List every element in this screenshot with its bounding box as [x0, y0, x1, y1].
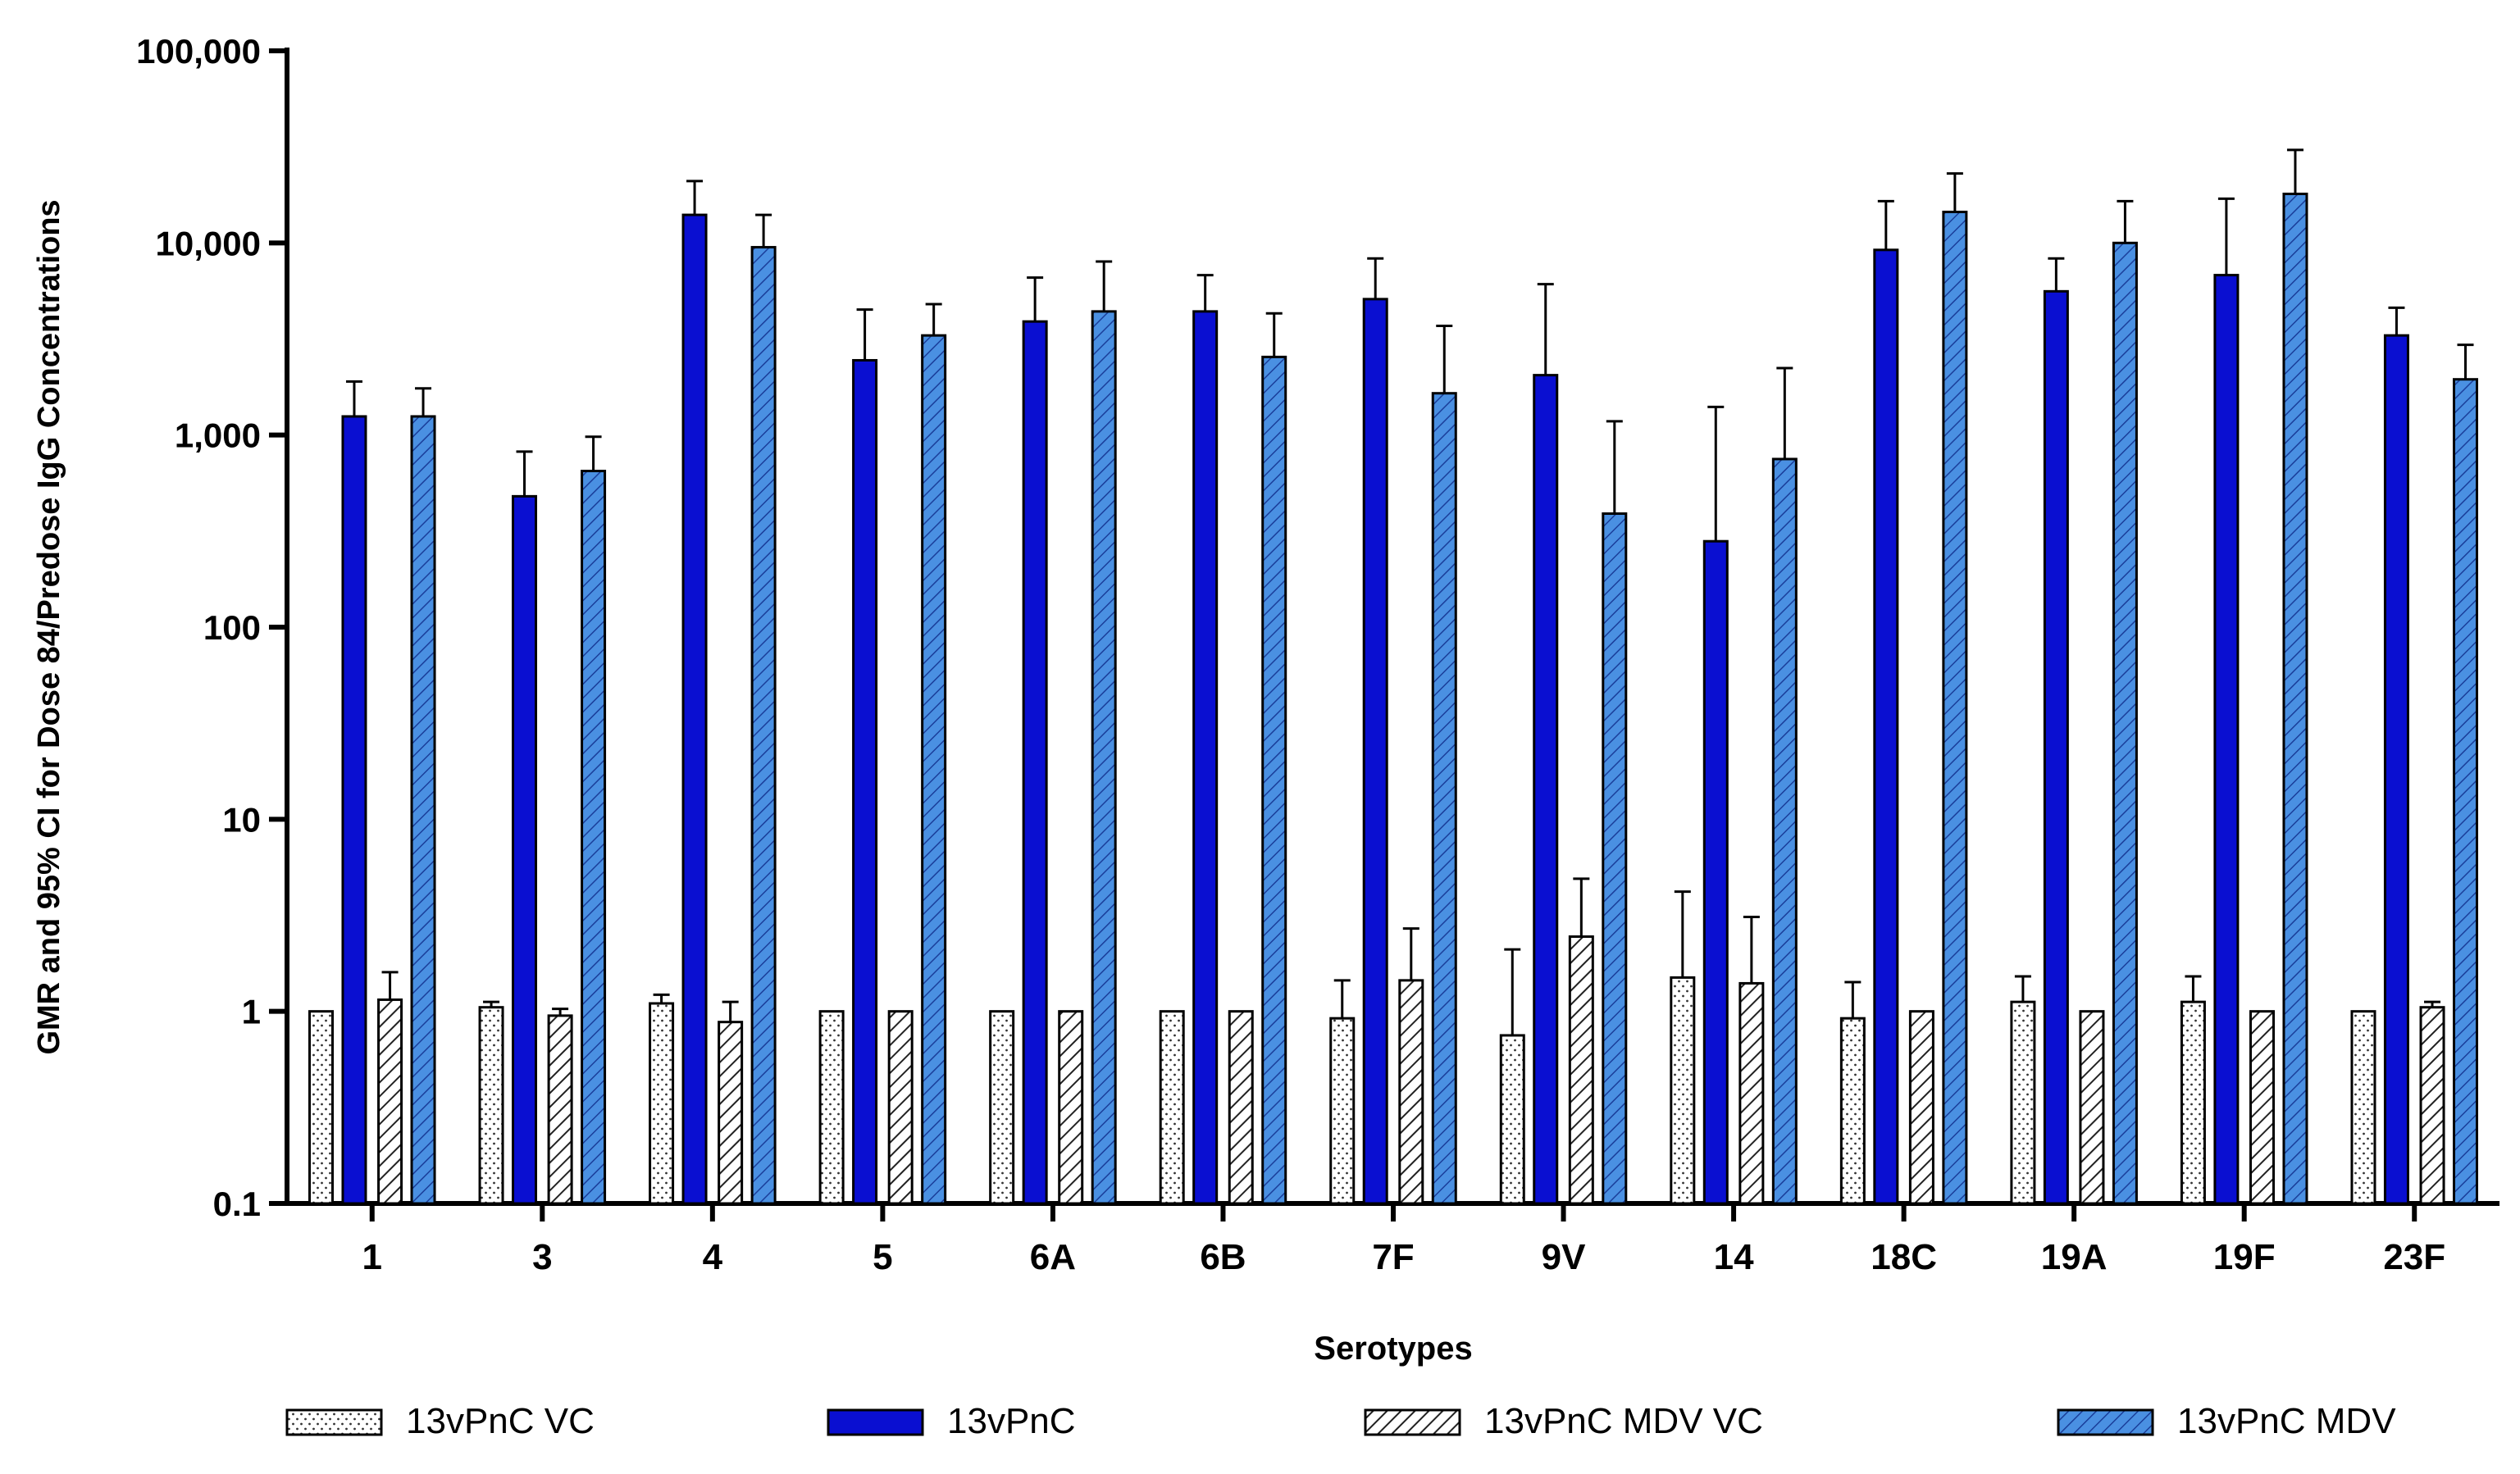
bar-hatch-23F [2419, 1006, 2445, 1205]
bar-dots-5 [818, 1010, 845, 1205]
bar-hatch-14 [1738, 981, 1765, 1205]
y-tick-label: 0.1 [213, 1185, 261, 1223]
bar-blue-hatch-1 [410, 415, 436, 1205]
bar-hatch-6B [1228, 1010, 1254, 1205]
bar-blue-hatch-19F [2282, 193, 2308, 1205]
bar-dots-4 [649, 1002, 675, 1205]
bar-blue-hatch-7F [1431, 392, 1457, 1205]
bar-solid-19F [2213, 274, 2240, 1205]
bar-dots-6B [1159, 1010, 1185, 1205]
legend-label: 13vPnC MDV VC [1484, 1401, 1763, 1441]
x-tick-label: 6A [1030, 1237, 1076, 1277]
bar-dots-23F [2350, 1010, 2376, 1205]
y-axis-title: GMR and 95% CI for Dose 84/Predose IgG C… [32, 199, 66, 1054]
bar-hatch-3 [547, 1014, 573, 1205]
bar-solid-6A [1022, 320, 1048, 1205]
bar-blue-hatch-9V [1602, 512, 1628, 1205]
legend-swatch-hatch [1364, 1408, 1461, 1436]
x-tick-label: 19A [2041, 1237, 2108, 1277]
bar-hatch-6A [1058, 1010, 1084, 1205]
legend-swatch-solid [827, 1408, 924, 1436]
x-tick-label: 14 [1714, 1237, 1754, 1277]
bar-dots-9V [1499, 1034, 1525, 1205]
y-tick-label: 1,000 [175, 416, 261, 455]
y-tick-label: 100,000 [136, 32, 261, 71]
bar-solid-14 [1702, 539, 1729, 1205]
x-tick-label: 6B [1200, 1237, 1246, 1277]
bar-blue-hatch-5 [921, 334, 947, 1205]
bar-blue-hatch-6A [1091, 310, 1117, 1205]
bar-hatch-9V [1568, 935, 1594, 1205]
legend-swatch-dots [285, 1408, 383, 1436]
bar-solid-1 [341, 415, 367, 1205]
x-tick-label: 18C [1871, 1237, 1937, 1277]
legend: 13vPnC VC 13vPnC 13vPnC MDV VC 13vPnC MDV [285, 1401, 2396, 1441]
bar-dots-14 [1670, 976, 1696, 1205]
x-tick-label: 7F [1372, 1237, 1414, 1277]
x-tick-label: 4 [703, 1237, 723, 1277]
bar-solid-5 [852, 358, 878, 1205]
bar-blue-hatch-19A [2112, 241, 2138, 1205]
x-tick-label: 5 [873, 1237, 892, 1277]
bar-blue-hatch-18C [1942, 211, 1968, 1205]
bars [308, 148, 2478, 1205]
y-tick-label: 100 [203, 608, 261, 647]
y-tick-label: 10,000 [156, 224, 261, 262]
legend-label: 13vPnC VC [406, 1401, 595, 1441]
bar-hatch-7F [1398, 979, 1424, 1205]
legend-swatch-blue-hatch [2057, 1408, 2154, 1436]
x-tick-label: 1 [362, 1237, 382, 1277]
x-tick-label: 23F [2383, 1237, 2445, 1277]
bar-dots-19A [2010, 1000, 2036, 1205]
bar-solid-3 [512, 494, 538, 1205]
bar-solid-9V [1533, 374, 1559, 1205]
bar-dots-3 [478, 1006, 504, 1205]
x-axis-title: Serotypes [1314, 1331, 1472, 1367]
y-tick-label: 10 [222, 800, 261, 839]
axes: 0.1 1 10 100 1,000 10,000 100,000 GMR and 95% C… [32, 32, 2499, 1367]
bar-hatch-4 [718, 1021, 744, 1205]
bar-solid-6B [1192, 310, 1219, 1205]
bar-solid-7F [1362, 298, 1388, 1205]
y-tick-label: 1 [242, 993, 261, 1031]
bar-hatch-19F [2249, 1010, 2275, 1205]
bar-hatch-19A [2079, 1010, 2105, 1205]
x-tick-label: 3 [532, 1237, 552, 1277]
legend-label: 13vPnC [947, 1401, 1076, 1441]
bar-solid-18C [1873, 248, 1899, 1205]
bar-solid-23F [2383, 334, 2409, 1205]
bar-blue-hatch-14 [1771, 457, 1798, 1205]
bar-dots-18C [1839, 1017, 1866, 1205]
bar-blue-hatch-3 [581, 470, 607, 1205]
bar-hatch-5 [887, 1010, 914, 1205]
bar-dots-7F [1329, 1017, 1356, 1205]
bar-dots-6A [989, 1010, 1015, 1205]
bar-blue-hatch-4 [750, 246, 777, 1205]
bar-solid-19A [2043, 289, 2069, 1205]
bar-hatch-1 [377, 998, 403, 1205]
bar-dots-1 [308, 1010, 335, 1205]
bar-solid-4 [681, 213, 708, 1205]
bar-blue-hatch-23F [2452, 378, 2478, 1205]
bar-blue-hatch-6B [1261, 355, 1287, 1205]
x-tick-label: 9V [1542, 1237, 1586, 1277]
legend-label: 13vPnC MDV [2177, 1401, 2396, 1441]
bar-dots-19F [2180, 1000, 2206, 1205]
bar-hatch-18C [1908, 1010, 1934, 1205]
x-tick-label: 19F [2213, 1237, 2276, 1277]
